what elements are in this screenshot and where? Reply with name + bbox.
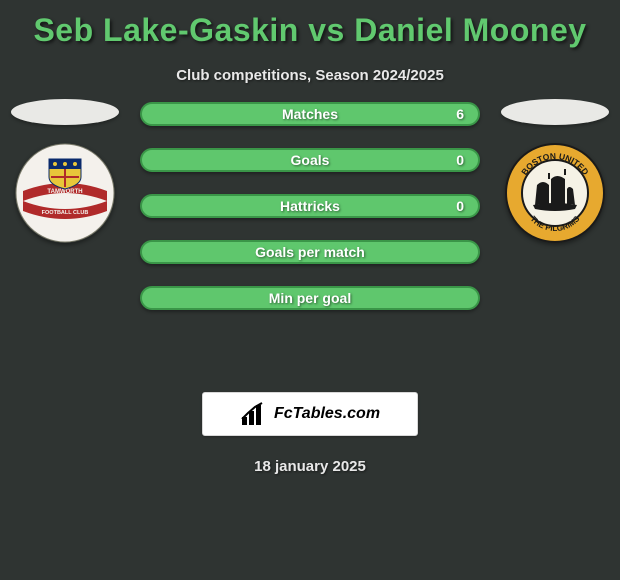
stat-value-right: 0 xyxy=(456,152,464,168)
stat-row-hattricks: Hattricks 0 xyxy=(140,194,480,218)
stat-row-goals: Goals 0 xyxy=(140,148,480,172)
page-title: Seb Lake-Gaskin vs Daniel Mooney xyxy=(0,0,620,49)
player-silhouette-placeholder-right xyxy=(501,99,609,125)
right-club-badge: BOSTON UNITED THE PILGRIMS xyxy=(505,143,605,243)
stat-row-matches: Matches 6 xyxy=(140,102,480,126)
brand-logo-box: FcTables.com xyxy=(202,392,418,436)
stat-label: Goals xyxy=(291,152,330,168)
svg-text:TAMWORTH: TAMWORTH xyxy=(47,189,82,195)
date: 18 january 2025 xyxy=(0,458,620,475)
stat-label: Hattricks xyxy=(280,198,340,214)
svg-text:FOOTBALL CLUB: FOOTBALL CLUB xyxy=(42,210,89,216)
subtitle: Club competitions, Season 2024/2025 xyxy=(0,67,620,84)
stat-label: Min per goal xyxy=(269,290,351,306)
stat-row-goals-per-match: Goals per match xyxy=(140,240,480,264)
brand-text: FcTables.com xyxy=(274,405,380,423)
stat-pill-list: Matches 6 Goals 0 Hattricks 0 Goals per … xyxy=(140,102,480,310)
player-silhouette-placeholder-left xyxy=(11,99,119,125)
left-club-column: TAMWORTH FOOTBALL CLUB xyxy=(6,99,124,243)
stat-value-right: 0 xyxy=(456,198,464,214)
comparison-area: TAMWORTH FOOTBALL CLUB BOSTON UNITED THE xyxy=(0,114,620,374)
left-club-badge: TAMWORTH FOOTBALL CLUB xyxy=(15,143,115,243)
stat-label: Goals per match xyxy=(255,244,365,260)
right-club-column: BOSTON UNITED THE PILGRIMS xyxy=(496,99,614,243)
stat-value-right: 6 xyxy=(456,106,464,122)
stat-row-min-per-goal: Min per goal xyxy=(140,286,480,310)
stat-label: Matches xyxy=(282,106,338,122)
